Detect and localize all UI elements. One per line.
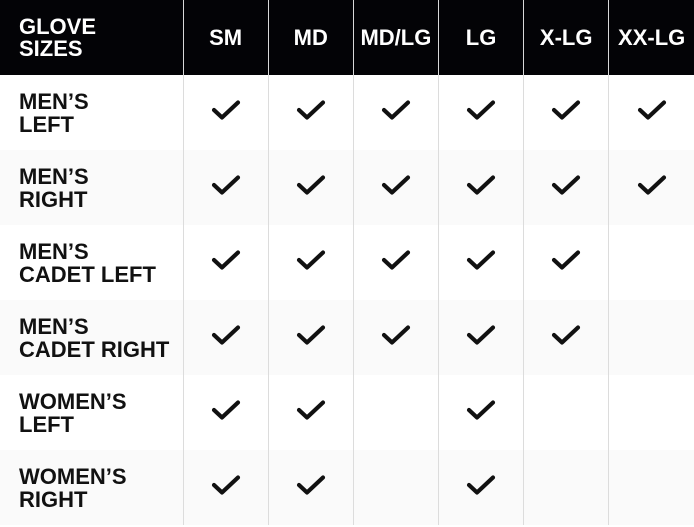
checkmark-icon [211,174,241,196]
size-cell [267,75,354,150]
size-cell [267,300,354,375]
checkmark-icon [466,324,496,346]
size-cell [182,300,269,375]
checkmark-icon [211,324,241,346]
size-header-lg: LG [437,0,524,75]
checkmark-icon [211,399,241,421]
row-label: WOMEN’S RIGHT [19,463,127,512]
size-cell [267,150,354,225]
size-cell [437,300,524,375]
checkmark-icon [551,174,581,196]
checkmark-icon [551,99,581,121]
size-cell [608,150,694,225]
size-cell [352,150,439,225]
size-cell [437,150,524,225]
size-cell [267,375,354,450]
checkmark-icon [381,324,411,346]
size-cell [352,300,439,375]
size-cell [523,300,609,375]
size-cell [523,150,609,225]
table-row: WOMEN’S LEFT [0,375,694,450]
size-header-md: MD [267,0,354,75]
checkmark-icon [296,474,326,496]
header-row: GLOVE SIZES SM MD MD/LG LG X-LG XX-LG [0,0,694,75]
size-cell [182,225,269,300]
checkmark-icon [296,324,326,346]
size-cell [182,75,269,150]
size-cell [267,450,354,525]
checkmark-icon [466,474,496,496]
size-cell [608,75,694,150]
table-row: MEN’S RIGHT [0,150,694,225]
table-row: WOMEN’S RIGHT [0,450,694,525]
checkmark-icon [296,99,326,121]
size-header-x-lg: X-LG [523,0,609,75]
checkmark-icon [381,249,411,271]
size-cell [523,225,609,300]
size-header-sm: SM [182,0,269,75]
size-cell [608,450,694,525]
size-cell [352,450,439,525]
checkmark-icon [466,399,496,421]
checkmark-icon [637,99,667,121]
checkmark-icon [296,174,326,196]
size-cell [523,450,609,525]
size-cell [437,225,524,300]
checkmark-icon [466,99,496,121]
checkmark-icon [551,324,581,346]
checkmark-icon [211,99,241,121]
size-cell [182,450,269,525]
table-row: MEN’S CADET RIGHT [0,300,694,375]
checkmark-icon [211,474,241,496]
row-label: MEN’S LEFT [19,88,89,137]
checkmark-icon [466,249,496,271]
size-cell [437,450,524,525]
size-cell [352,75,439,150]
checkmark-icon [637,174,667,196]
size-cell [352,225,439,300]
checkmark-icon [381,99,411,121]
table-title: GLOVE SIZES [19,13,97,61]
size-cell [608,225,694,300]
size-cell [437,375,524,450]
size-cell [437,75,524,150]
checkmark-icon [296,399,326,421]
checkmark-icon [381,174,411,196]
checkmark-icon [466,174,496,196]
row-label: MEN’S CADET RIGHT [19,313,170,362]
checkmark-icon [211,249,241,271]
size-cell [608,375,694,450]
size-cell [182,150,269,225]
size-cell [352,375,439,450]
table-row: MEN’S LEFT [0,75,694,150]
row-label: WOMEN’S LEFT [19,388,127,437]
size-cell [182,375,269,450]
size-cell [523,75,609,150]
checkmark-icon [551,249,581,271]
row-label: MEN’S CADET LEFT [19,238,156,287]
size-cell [523,375,609,450]
checkmark-icon [296,249,326,271]
size-cell [267,225,354,300]
table-row: MEN’S CADET LEFT [0,225,694,300]
size-cell [608,300,694,375]
row-label: MEN’S RIGHT [19,163,89,212]
size-header-xx-lg: XX-LG [608,0,694,75]
size-header-md-lg: MD/LG [352,0,439,75]
